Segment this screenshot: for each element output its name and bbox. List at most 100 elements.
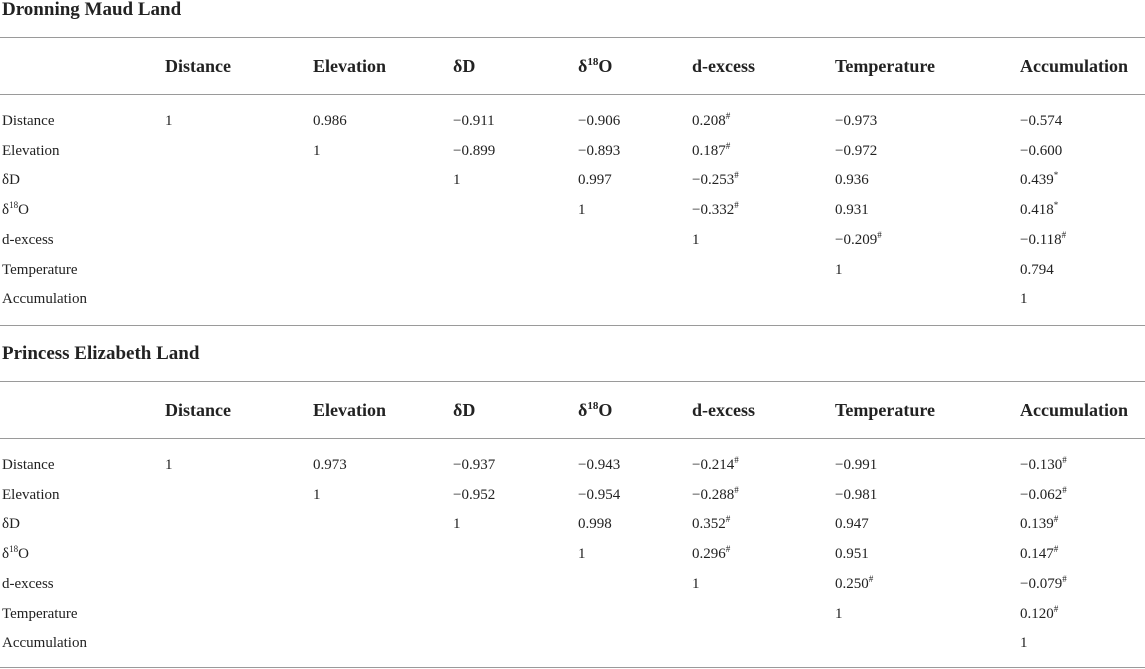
column-header: Temperature xyxy=(835,400,935,420)
text: 0.208 xyxy=(692,113,726,129)
superscript: 18 xyxy=(587,400,599,412)
column-header: Elevation xyxy=(313,400,387,420)
superscript: # xyxy=(734,484,739,495)
superscript: # xyxy=(734,200,739,211)
table-cell: 0.208# xyxy=(692,111,730,131)
text: 0.250 xyxy=(835,575,869,592)
table-cell: 0.139# xyxy=(1020,514,1058,534)
row-label: Temperature xyxy=(2,261,78,278)
table-cell: 0.187# xyxy=(692,141,730,161)
table-cell: −0.981 xyxy=(835,486,878,503)
rule-line xyxy=(0,94,1145,95)
table-cell: 0.951 xyxy=(835,546,869,563)
table-cell: −0.332# xyxy=(692,200,739,220)
text: 0.147 xyxy=(1020,546,1054,563)
row-label: δ18O xyxy=(2,200,29,220)
text: 0.187 xyxy=(692,142,726,159)
superscript: # xyxy=(1062,573,1067,584)
table-cell: 0.352# xyxy=(692,514,730,534)
table-cell: 1 xyxy=(1020,635,1028,652)
text: −0.332 xyxy=(692,202,735,219)
table-cell: −0.079# xyxy=(1020,574,1067,594)
table-cell: 1 xyxy=(1020,291,1028,308)
superscript: * xyxy=(1053,170,1059,181)
table-cell: 1 xyxy=(692,575,700,592)
row-label: Elevation xyxy=(2,486,60,503)
superscript: # xyxy=(1053,544,1059,555)
text: O xyxy=(18,202,29,219)
table-cell: 0.931 xyxy=(835,202,869,219)
table-cell: 0.439* xyxy=(1020,170,1058,190)
table-cell: 0.418* xyxy=(1020,200,1058,220)
text: −0.062 xyxy=(1020,486,1063,503)
row-label: δ18O xyxy=(2,544,29,564)
text: 0.120 xyxy=(1020,605,1054,622)
superscript: # xyxy=(1053,514,1059,525)
column-header: Accumulation xyxy=(1020,56,1128,76)
text: δ xyxy=(2,202,10,219)
column-header: δ18O xyxy=(578,56,612,76)
table-cell: 1 xyxy=(835,605,843,622)
superscript: 18 xyxy=(587,56,599,68)
table-cell: 0.936 xyxy=(835,172,869,189)
table-cell: −0.952 xyxy=(453,486,496,503)
superscript: * xyxy=(1053,200,1059,211)
column-header: Accumulation xyxy=(1020,400,1128,420)
table-cell: 1 xyxy=(313,142,321,159)
table-cell: −0.130# xyxy=(1020,455,1067,475)
superscript: # xyxy=(1053,603,1059,614)
table-cell: 1 xyxy=(835,261,843,278)
column-header: δ18O xyxy=(578,400,612,420)
table-cell: −0.973 xyxy=(835,113,878,129)
table-cell: −0.600 xyxy=(1020,142,1063,159)
table-cell: 0.997 xyxy=(578,172,612,189)
column-header: Elevation xyxy=(313,56,387,76)
superscript: # xyxy=(1062,455,1067,465)
row-label: δD xyxy=(2,172,20,189)
table-cell: −0.954 xyxy=(578,486,621,503)
row-label: Elevation xyxy=(2,142,60,159)
table-cell: −0.937 xyxy=(453,457,496,473)
table-cell: −0.574 xyxy=(1020,113,1063,129)
row-label: d-excess xyxy=(2,575,54,592)
table-cell: 0.947 xyxy=(835,516,869,533)
rule-line xyxy=(0,438,1145,439)
table-cell: 0.998 xyxy=(578,516,612,533)
table-cell: 0.250# xyxy=(835,574,873,594)
table-cell: −0.253# xyxy=(692,170,739,190)
rule-line xyxy=(0,381,1145,382)
rule-line xyxy=(0,667,1145,668)
column-header: Distance xyxy=(165,56,231,76)
text: 0.352 xyxy=(692,516,726,533)
table-cell: 1 xyxy=(165,113,173,129)
row-label: δD xyxy=(2,516,20,533)
table-cell: 1 xyxy=(313,486,321,503)
table-cell: −0.288# xyxy=(692,485,739,505)
table-cell: 0.794 xyxy=(1020,261,1054,278)
table-cell: −0.209# xyxy=(835,230,882,250)
superscript: # xyxy=(868,573,874,584)
text: 0.418 xyxy=(1020,202,1054,219)
rule-line xyxy=(0,37,1145,38)
text: δ xyxy=(2,546,10,563)
section-title: Dronning Maud Land xyxy=(2,0,182,20)
text: −0.118 xyxy=(1020,231,1062,248)
table-cell: 1 xyxy=(578,546,586,563)
text: −0.214 xyxy=(692,457,735,473)
column-header: d-excess xyxy=(692,56,755,76)
table-cell: 1 xyxy=(578,202,586,219)
text: 0.296 xyxy=(692,546,726,563)
table-cell: −0.899 xyxy=(453,142,496,159)
column-header: δD xyxy=(453,400,476,420)
row-label: Distance xyxy=(2,113,55,129)
text: O xyxy=(598,400,613,420)
table-cell: −0.972 xyxy=(835,142,878,159)
text: 0.139 xyxy=(1020,516,1054,533)
table-cell: −0.214# xyxy=(692,455,739,475)
text: O xyxy=(18,546,29,563)
table-cell: 1 xyxy=(165,457,173,473)
table-cell: −0.943 xyxy=(578,457,621,473)
superscript: 18 xyxy=(9,544,19,555)
superscript: # xyxy=(725,111,731,121)
